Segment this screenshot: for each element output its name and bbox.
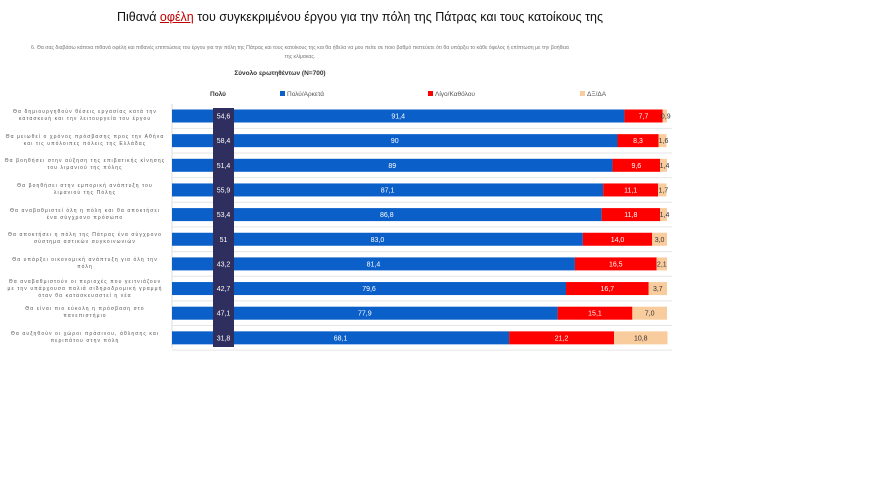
data-label: 14,0 bbox=[611, 237, 625, 244]
title-highlight: οφέλη bbox=[159, 10, 194, 24]
data-label: 0,9 bbox=[661, 114, 671, 121]
data-label: 21,2 bbox=[555, 335, 569, 342]
bar-1 bbox=[574, 257, 657, 271]
data-label: 7,0 bbox=[645, 311, 655, 318]
data-label: 87,1 bbox=[381, 187, 395, 194]
extra-column-value: 43,2 bbox=[217, 261, 231, 268]
bar-2 bbox=[656, 257, 667, 271]
bar-0 bbox=[172, 134, 618, 148]
bar-2 bbox=[660, 208, 667, 222]
extra-column-value: 54,6 bbox=[217, 114, 231, 121]
extra-column-value: 31,8 bbox=[217, 335, 231, 342]
base-label: Σύνολο ερωτηθέντων (N=700) bbox=[234, 70, 326, 77]
bar-0 bbox=[172, 331, 510, 345]
bar-1 bbox=[557, 306, 633, 320]
data-label: 1,6 bbox=[659, 138, 669, 145]
data-label: 7,7 bbox=[639, 114, 649, 121]
bar-0 bbox=[172, 257, 575, 271]
data-label: 16,5 bbox=[609, 261, 623, 268]
data-label: 89 bbox=[388, 163, 396, 170]
bar-2 bbox=[652, 232, 667, 246]
category-label: Θα αυξηθούν οι χώροι πράσινου, άθλησης κ… bbox=[10, 330, 160, 344]
legend-series-0: Πολύ/Αρκετά bbox=[280, 91, 324, 98]
bar-0 bbox=[172, 282, 567, 296]
extra-column-value: 51 bbox=[220, 237, 228, 244]
category-label: Θα μειωθεί ο χρόνος πρόσβασης προς την Α… bbox=[5, 133, 165, 147]
extra-column-value: 47,1 bbox=[217, 311, 231, 318]
bar-0 bbox=[172, 208, 602, 222]
category-label: Θα βοηθήσει στην εμπορική ανάπτυξη του λ… bbox=[17, 182, 153, 196]
bar-1 bbox=[624, 109, 663, 123]
bar-2 bbox=[660, 158, 667, 172]
bar-2 bbox=[614, 331, 668, 345]
data-label: 79,6 bbox=[362, 286, 376, 293]
category-label: Θα είναι πιο εύκολη η πρόσβαση στο πανεπ… bbox=[25, 306, 145, 320]
data-label: 3,0 bbox=[655, 237, 665, 244]
data-label: 11,1 bbox=[624, 187, 637, 194]
data-label: 16,7 bbox=[601, 286, 615, 293]
category-label: Θα βοηθήσει στην αύξηση της επιβατικής κ… bbox=[4, 158, 166, 172]
extra-column-value: 53,4 bbox=[217, 212, 231, 219]
bar-0 bbox=[172, 158, 613, 172]
bar-1 bbox=[617, 134, 659, 148]
bar-1 bbox=[601, 208, 661, 222]
data-label: 15,1 bbox=[588, 311, 602, 318]
bar-2 bbox=[632, 306, 667, 320]
extra-column-bg bbox=[213, 108, 234, 347]
bar-0 bbox=[172, 232, 583, 246]
data-label: 9,6 bbox=[631, 163, 641, 170]
legend-series-1: Λίγο/Καθόλου bbox=[428, 91, 475, 98]
bar-2 bbox=[658, 134, 667, 148]
chart-title: Πιθανά οφέλη του συγκεκριμένου έργου για… bbox=[116, 10, 603, 24]
data-label: 68,1 bbox=[334, 335, 348, 342]
bar-1 bbox=[566, 282, 649, 296]
legend-extra-column: Πολύ bbox=[210, 91, 226, 98]
data-label: 90 bbox=[391, 138, 399, 145]
category-label: Θα δημιουργηθούν θέσεις εργασίας κατά τη… bbox=[12, 109, 157, 122]
data-label: 91,4 bbox=[391, 114, 405, 121]
extra-column-value: 58,4 bbox=[217, 138, 231, 145]
bar-2 bbox=[662, 109, 667, 123]
bar-0 bbox=[172, 109, 625, 123]
bar-1 bbox=[582, 232, 653, 246]
data-label: 81,4 bbox=[367, 261, 381, 268]
question-text: 6. Θα σας διαβάσω κάποια πιθανά οφέλη κα… bbox=[31, 45, 569, 60]
data-label: 11,8 bbox=[624, 212, 637, 219]
bar-2 bbox=[648, 282, 667, 296]
data-label: 1,7 bbox=[658, 187, 668, 194]
bar-0 bbox=[172, 183, 604, 197]
bar-1 bbox=[603, 183, 659, 197]
bar-0 bbox=[172, 306, 558, 320]
bar-1 bbox=[509, 331, 615, 345]
extra-column-value: 55,9 bbox=[217, 187, 231, 194]
category-label: Θα αναβαθμιστεί όλη η πόλη και θα αποκτή… bbox=[9, 207, 161, 221]
bar-1 bbox=[612, 158, 661, 172]
data-label: 1,4 bbox=[660, 212, 670, 219]
data-label: 3,7 bbox=[653, 286, 663, 293]
legend-series-2: ΔΞ/ΔΑ bbox=[580, 91, 606, 98]
data-label: 1,4 bbox=[660, 163, 670, 170]
category-label: Θα αναβαθμιστούν οι περιοχές που γειτνιά… bbox=[7, 278, 163, 299]
data-label: 83,0 bbox=[371, 237, 385, 244]
category-label: Θα υπάρξει οικονομική ανάπτυξη για όλη τ… bbox=[12, 256, 158, 270]
bar-2 bbox=[658, 183, 667, 197]
extra-column-value: 51,4 bbox=[217, 163, 231, 170]
data-label: 8,3 bbox=[633, 138, 643, 145]
data-label: 86,8 bbox=[380, 212, 394, 219]
data-label: 77,9 bbox=[358, 311, 372, 318]
data-label: 10,8 bbox=[634, 335, 648, 342]
extra-column-value: 42,7 bbox=[217, 286, 231, 293]
data-label: 2,1 bbox=[657, 261, 667, 268]
category-label: Θα αποκτήσει η πόλη της Πάτρας ένα σύγχρ… bbox=[8, 232, 162, 246]
